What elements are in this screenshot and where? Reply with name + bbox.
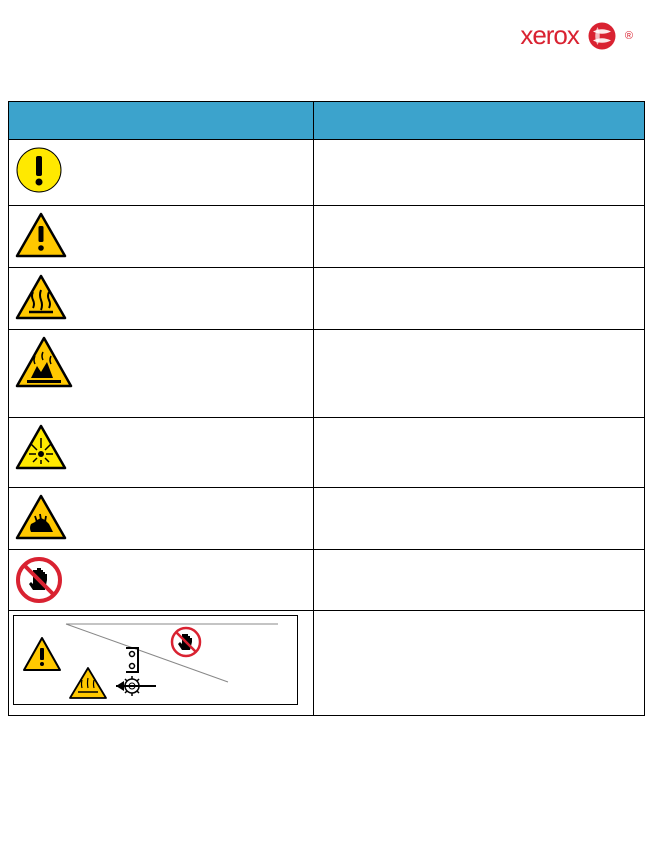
table-row [9,550,645,611]
page-header: xerox ® [0,0,653,51]
warning-triangle-icon [15,212,67,258]
table-row [9,330,645,418]
table-row [9,206,645,268]
brand-name: xerox [520,20,579,51]
table-row [9,418,645,488]
symbols-table-container [0,101,653,716]
table-row [9,268,645,330]
combined-safety-label [13,615,298,705]
burn-hazard-icon [15,336,73,388]
header-symbol [9,102,314,140]
symbols-table [8,101,645,716]
laser-hazard-icon [15,424,67,470]
table-row [9,611,645,716]
hot-surface-icon [15,274,67,320]
pinch-hazard-icon [15,494,67,540]
table-row [9,140,645,206]
brand-logo: xerox ® [520,20,633,51]
registered-mark: ® [625,30,633,42]
warning-circle-icon [15,146,63,194]
brand-sphere-icon [587,21,617,51]
table-row [9,488,645,550]
table-header-row [9,102,645,140]
combined-label-icon [18,620,298,706]
header-description [314,102,645,140]
do-not-touch-icon [15,556,63,604]
